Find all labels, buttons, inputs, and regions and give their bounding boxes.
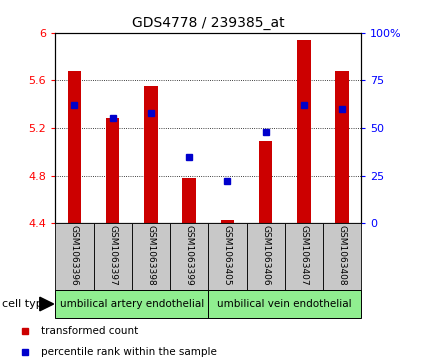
Text: GSM1063405: GSM1063405 <box>223 225 232 286</box>
Title: GDS4778 / 239385_at: GDS4778 / 239385_at <box>132 16 285 30</box>
Bar <box>208 290 361 318</box>
Bar <box>285 223 323 290</box>
Bar <box>259 141 272 223</box>
Bar <box>144 86 158 223</box>
Text: GSM1063396: GSM1063396 <box>70 225 79 286</box>
Text: umbilical vein endothelial: umbilical vein endothelial <box>218 299 352 309</box>
Text: percentile rank within the sample: percentile rank within the sample <box>41 347 217 358</box>
Bar <box>182 178 196 223</box>
Bar <box>221 220 234 223</box>
Bar <box>55 290 208 318</box>
Text: umbilical artery endothelial: umbilical artery endothelial <box>60 299 204 309</box>
Text: GSM1063408: GSM1063408 <box>337 225 347 286</box>
Bar <box>106 118 119 223</box>
Polygon shape <box>40 297 54 311</box>
Text: cell type: cell type <box>2 299 50 309</box>
Bar <box>94 223 132 290</box>
Text: GSM1063406: GSM1063406 <box>261 225 270 286</box>
Text: GSM1063397: GSM1063397 <box>108 225 117 286</box>
Bar <box>335 71 349 223</box>
Bar <box>132 223 170 290</box>
Bar <box>55 223 94 290</box>
Text: GSM1063398: GSM1063398 <box>146 225 156 286</box>
Bar <box>68 71 81 223</box>
Bar <box>246 223 285 290</box>
Text: GSM1063407: GSM1063407 <box>299 225 309 286</box>
Bar <box>170 223 208 290</box>
Bar <box>208 223 246 290</box>
Text: GSM1063399: GSM1063399 <box>184 225 194 286</box>
Bar <box>297 40 311 223</box>
Bar <box>323 223 361 290</box>
Text: transformed count: transformed count <box>41 326 139 336</box>
